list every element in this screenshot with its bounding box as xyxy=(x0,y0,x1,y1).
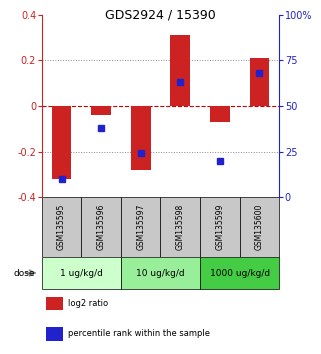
Text: 10 ug/kg/d: 10 ug/kg/d xyxy=(136,268,185,278)
Text: GDS2924 / 15390: GDS2924 / 15390 xyxy=(105,8,216,21)
Text: GSM135596: GSM135596 xyxy=(97,204,106,250)
Bar xyxy=(249,58,269,106)
Bar xyxy=(47,327,63,341)
Bar xyxy=(240,197,279,257)
Bar xyxy=(121,257,200,289)
Bar xyxy=(81,197,121,257)
Text: GSM135600: GSM135600 xyxy=(255,204,264,250)
Text: 1 ug/kg/d: 1 ug/kg/d xyxy=(60,268,103,278)
Text: GSM135595: GSM135595 xyxy=(57,204,66,250)
Text: 1000 ug/kg/d: 1000 ug/kg/d xyxy=(210,268,270,278)
Bar xyxy=(170,35,190,106)
Bar xyxy=(121,197,160,257)
Text: GSM135598: GSM135598 xyxy=(176,204,185,250)
Text: GSM135597: GSM135597 xyxy=(136,204,145,250)
Text: percentile rank within the sample: percentile rank within the sample xyxy=(68,330,210,338)
Bar xyxy=(210,106,230,122)
Bar xyxy=(131,106,151,170)
Text: dose: dose xyxy=(14,268,35,278)
Text: log2 ratio: log2 ratio xyxy=(68,299,108,308)
Bar xyxy=(91,106,111,115)
Bar xyxy=(52,106,71,179)
Bar xyxy=(160,197,200,257)
Bar xyxy=(42,197,81,257)
Bar xyxy=(200,257,279,289)
Bar xyxy=(47,297,63,310)
Bar xyxy=(42,257,121,289)
Text: GSM135599: GSM135599 xyxy=(215,204,224,250)
Bar xyxy=(200,197,240,257)
